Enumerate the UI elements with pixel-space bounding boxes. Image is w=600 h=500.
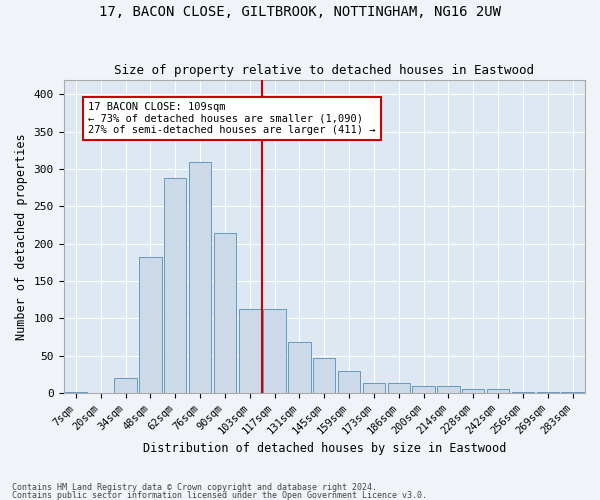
- Bar: [388, 384, 410, 393]
- X-axis label: Distribution of detached houses by size in Eastwood: Distribution of detached houses by size …: [143, 442, 506, 455]
- Bar: [214, 232, 236, 393]
- Y-axis label: Number of detached properties: Number of detached properties: [15, 133, 28, 340]
- Text: 17, BACON CLOSE, GILTBROOK, NOTTINGHAM, NG16 2UW: 17, BACON CLOSE, GILTBROOK, NOTTINGHAM, …: [99, 5, 501, 19]
- Text: 17 BACON CLOSE: 109sqm
← 73% of detached houses are smaller (1,090)
27% of semi-: 17 BACON CLOSE: 109sqm ← 73% of detached…: [88, 102, 376, 135]
- Bar: [462, 390, 484, 393]
- Text: Contains HM Land Registry data © Crown copyright and database right 2024.: Contains HM Land Registry data © Crown c…: [12, 484, 377, 492]
- Bar: [412, 386, 435, 393]
- Bar: [65, 392, 87, 393]
- Bar: [239, 309, 261, 393]
- Bar: [139, 256, 161, 393]
- Bar: [263, 309, 286, 393]
- Bar: [115, 378, 137, 393]
- Bar: [536, 392, 559, 393]
- Bar: [189, 162, 211, 393]
- Bar: [313, 358, 335, 393]
- Bar: [512, 392, 534, 393]
- Text: Contains public sector information licensed under the Open Government Licence v3: Contains public sector information licen…: [12, 491, 427, 500]
- Title: Size of property relative to detached houses in Eastwood: Size of property relative to detached ho…: [114, 64, 534, 77]
- Bar: [487, 390, 509, 393]
- Bar: [437, 386, 460, 393]
- Bar: [562, 392, 584, 393]
- Bar: [338, 370, 360, 393]
- Bar: [288, 342, 311, 393]
- Bar: [363, 384, 385, 393]
- Bar: [164, 178, 187, 393]
